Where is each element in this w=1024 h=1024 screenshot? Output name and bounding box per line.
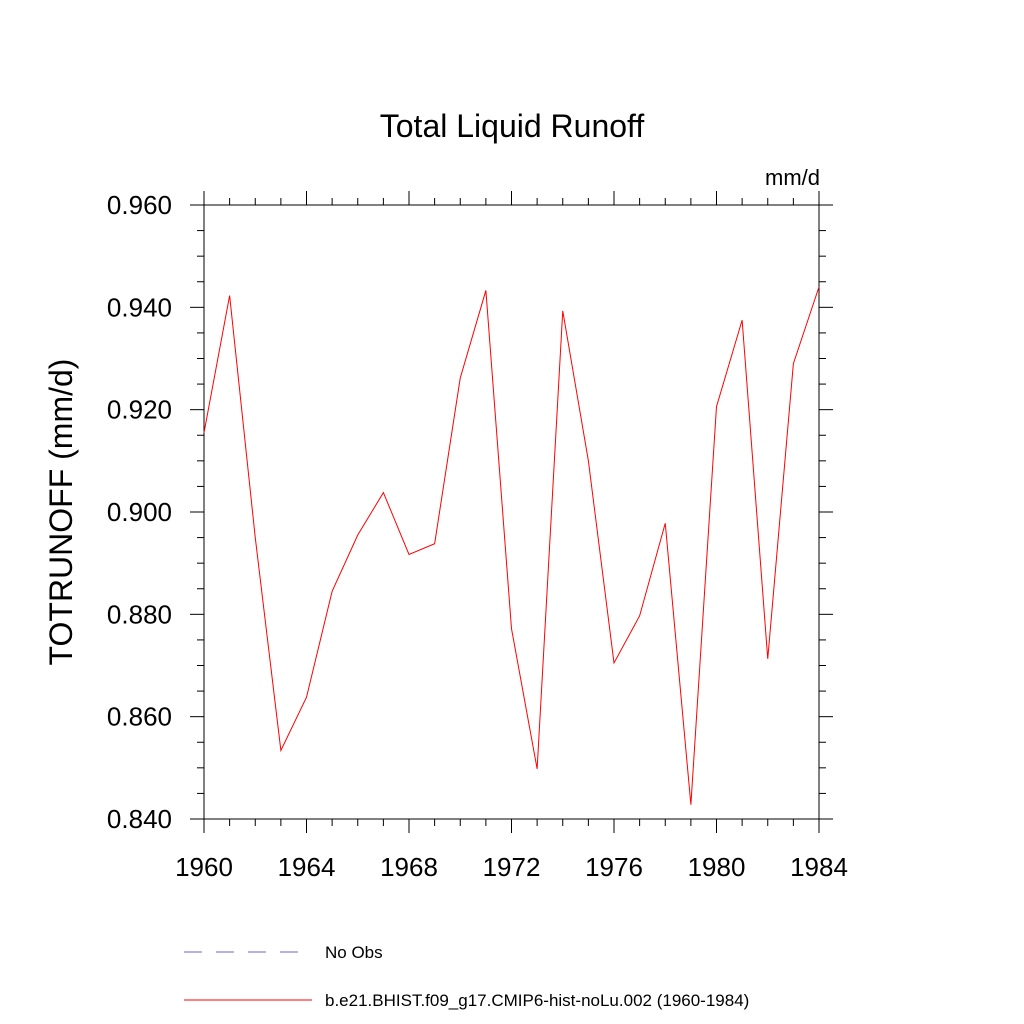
series-layer — [203, 286, 820, 805]
axis-ticks — [190, 191, 833, 833]
x-tick-label: 1960 — [175, 852, 233, 882]
series-line — [203, 286, 820, 805]
legend-label: b.e21.BHIST.f09_g17.CMIP6-hist-noLu.002 … — [325, 991, 749, 1010]
y-tick-label: 0.920 — [107, 395, 172, 425]
x-tick-label: 1972 — [483, 852, 541, 882]
x-tick-label: 1984 — [790, 852, 848, 882]
x-tick-label: 1976 — [585, 852, 643, 882]
y-tick-labels: 0.840 0.860 0.880 0.900 0.920 0.940 0.960 — [107, 190, 172, 834]
y-tick-label: 0.840 — [107, 804, 172, 834]
x-tick-labels: 1960 1964 1968 1972 1976 1980 1984 — [175, 852, 848, 882]
plot-frame — [203, 204, 820, 820]
x-tick-label: 1968 — [380, 852, 438, 882]
y-tick-label: 0.960 — [107, 190, 172, 220]
y-tick-label: 0.900 — [107, 497, 172, 527]
y-tick-label: 0.940 — [107, 292, 172, 322]
x-tick-label: 1980 — [688, 852, 746, 882]
y-tick-label: 0.860 — [107, 702, 172, 732]
legend-label: No Obs — [325, 943, 383, 962]
y-tick-label: 0.880 — [107, 599, 172, 629]
x-tick-label: 1964 — [278, 852, 336, 882]
chart-title: Total Liquid Runoff — [380, 108, 645, 144]
legend: No Obs b.e21.BHIST.f09_g17.CMIP6-hist-noL… — [184, 943, 749, 1010]
units-label: mm/d — [765, 165, 820, 190]
y-axis-label: TOTRUNOFF (mm/d) — [43, 359, 79, 666]
